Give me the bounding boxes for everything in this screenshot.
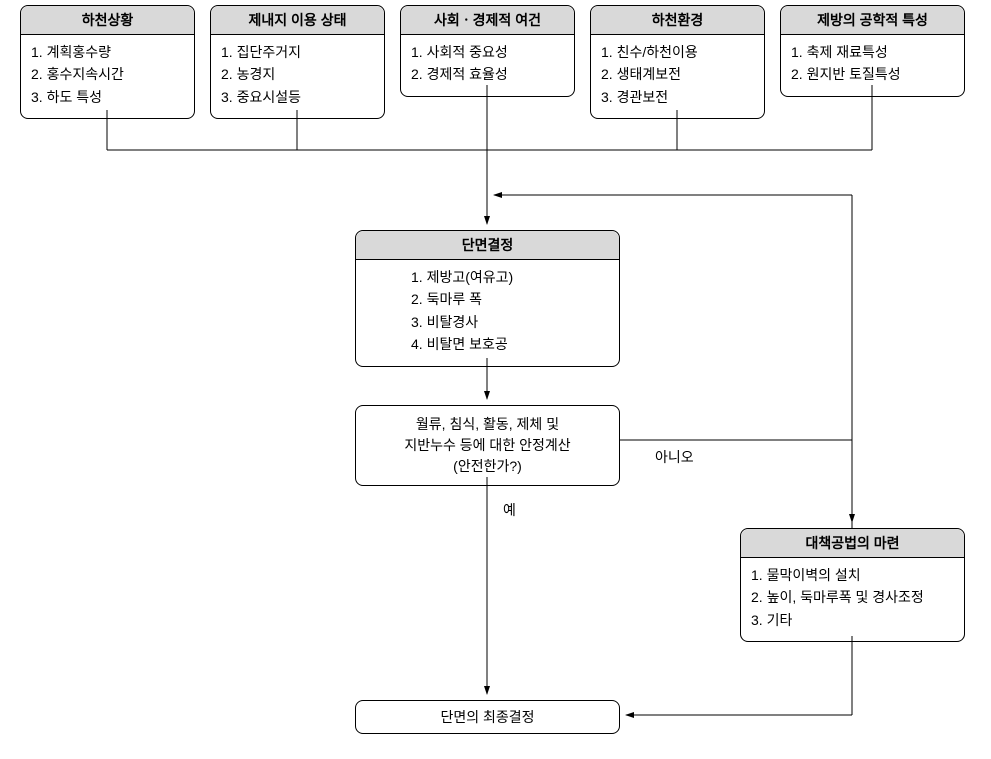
top-box-4-item-1: 2. 원지반 토질특성 <box>791 63 954 85</box>
final-decision-box: 단면의 최종결정 <box>355 700 620 734</box>
countermeasure-body: 1. 물막이벽의 설치 2. 높이, 둑마루폭 및 경사조정 3. 기타 <box>741 558 964 641</box>
final-decision-label: 단면의 최종결정 <box>440 709 534 725</box>
top-box-3-title: 하천환경 <box>591 6 764 35</box>
section-decision-item-2: 3. 비탈경사 <box>411 311 609 333</box>
top-box-1-item-2: 3. 중요시설등 <box>221 86 374 108</box>
top-box-2-item-1: 2. 경제적 효율성 <box>411 63 564 85</box>
top-box-4: 제방의 공학적 특성 1. 축제 재료특성 2. 원지반 토질특성 <box>780 5 965 97</box>
stability-line-1: 월류, 침식, 활동, 제체 및 <box>366 414 609 435</box>
section-decision-box: 단면결정 1. 제방고(여유고) 2. 둑마루 폭 3. 비탈경사 4. 비탈면… <box>355 230 620 367</box>
edge-no-label: 아니오 <box>655 447 694 467</box>
top-box-2-body: 1. 사회적 중요성 2. 경제적 효율성 <box>401 35 574 96</box>
top-box-1-body: 1. 집단주거지 2. 농경지 3. 중요시설등 <box>211 35 384 118</box>
countermeasure-item-1: 2. 높이, 둑마루폭 및 경사조정 <box>751 586 954 608</box>
stability-check-box: 월류, 침식, 활동, 제체 및 지반누수 등에 대한 안정계산 (안전한가?) <box>355 405 620 486</box>
top-box-3-item-1: 2. 생태계보전 <box>601 63 754 85</box>
top-box-4-title: 제방의 공학적 특성 <box>781 6 964 35</box>
top-box-0: 하천상황 1. 계획홍수량 2. 홍수지속시간 3. 하도 특성 <box>20 5 195 119</box>
countermeasure-box: 대책공법의 마련 1. 물막이벽의 설치 2. 높이, 둑마루폭 및 경사조정 … <box>740 528 965 642</box>
top-box-0-title: 하천상황 <box>21 6 194 35</box>
countermeasure-item-2: 3. 기타 <box>751 609 954 631</box>
countermeasure-item-0: 1. 물막이벽의 설치 <box>751 564 954 586</box>
top-box-1-item-1: 2. 농경지 <box>221 63 374 85</box>
top-box-1-item-0: 1. 집단주거지 <box>221 41 374 63</box>
top-box-4-item-0: 1. 축제 재료특성 <box>791 41 954 63</box>
top-box-3: 하천환경 1. 친수/하천이용 2. 생태계보전 3. 경관보전 <box>590 5 765 119</box>
section-decision-item-3: 4. 비탈면 보호공 <box>411 333 609 355</box>
section-decision-item-0: 1. 제방고(여유고) <box>411 266 609 288</box>
section-decision-title: 단면결정 <box>356 231 619 260</box>
top-box-0-body: 1. 계획홍수량 2. 홍수지속시간 3. 하도 특성 <box>21 35 194 118</box>
top-box-3-body: 1. 친수/하천이용 2. 생태계보전 3. 경관보전 <box>591 35 764 118</box>
section-decision-body: 1. 제방고(여유고) 2. 둑마루 폭 3. 비탈경사 4. 비탈면 보호공 <box>356 260 619 366</box>
section-decision-item-1: 2. 둑마루 폭 <box>411 288 609 310</box>
top-box-4-body: 1. 축제 재료특성 2. 원지반 토질특성 <box>781 35 964 96</box>
top-box-3-item-0: 1. 친수/하천이용 <box>601 41 754 63</box>
top-box-0-item-2: 3. 하도 특성 <box>31 86 184 108</box>
top-box-1-title: 제내지 이용 상태 <box>211 6 384 35</box>
top-box-3-item-2: 3. 경관보전 <box>601 86 754 108</box>
edge-yes-label: 예 <box>503 500 516 520</box>
stability-line-2: 지반누수 등에 대한 안정계산 <box>366 435 609 456</box>
stability-line-3: (안전한가?) <box>366 456 609 477</box>
top-box-2: 사회ㆍ경제적 여건 1. 사회적 중요성 2. 경제적 효율성 <box>400 5 575 97</box>
top-box-2-item-0: 1. 사회적 중요성 <box>411 41 564 63</box>
top-box-1: 제내지 이용 상태 1. 집단주거지 2. 농경지 3. 중요시설등 <box>210 5 385 119</box>
top-box-2-title: 사회ㆍ경제적 여건 <box>401 6 574 35</box>
top-box-0-item-1: 2. 홍수지속시간 <box>31 63 184 85</box>
top-box-0-item-0: 1. 계획홍수량 <box>31 41 184 63</box>
countermeasure-title: 대책공법의 마련 <box>741 529 964 558</box>
